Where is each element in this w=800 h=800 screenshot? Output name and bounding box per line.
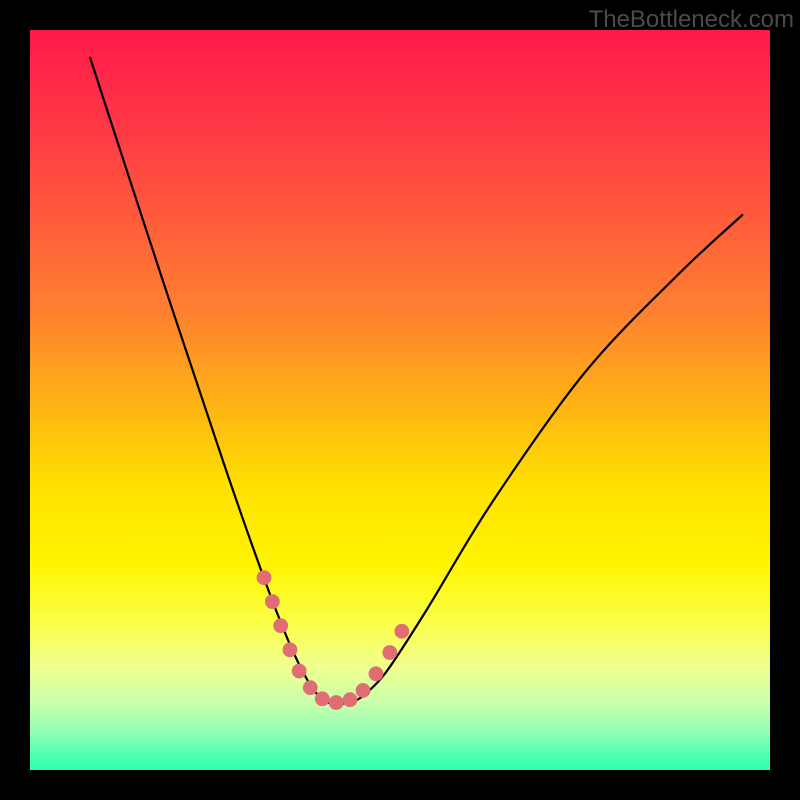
highlight-dot: [292, 664, 307, 679]
highlight-dot: [369, 666, 384, 681]
chart-frame: [30, 30, 770, 770]
highlight-dot: [273, 618, 288, 633]
highlight-dot: [329, 695, 344, 710]
chart-svg: [30, 30, 770, 770]
highlight-dot: [382, 645, 397, 660]
highlight-dots-group: [257, 570, 410, 710]
v-curve: [90, 58, 742, 704]
highlight-dot: [343, 692, 358, 707]
highlight-dot: [394, 624, 409, 639]
highlight-dot: [283, 642, 298, 657]
highlight-dot: [356, 683, 371, 698]
highlight-dot: [303, 680, 318, 695]
highlight-dot: [315, 691, 330, 706]
watermark-text: TheBottleneck.com: [589, 6, 794, 34]
highlight-dot: [257, 570, 272, 585]
highlight-dot: [265, 594, 280, 609]
